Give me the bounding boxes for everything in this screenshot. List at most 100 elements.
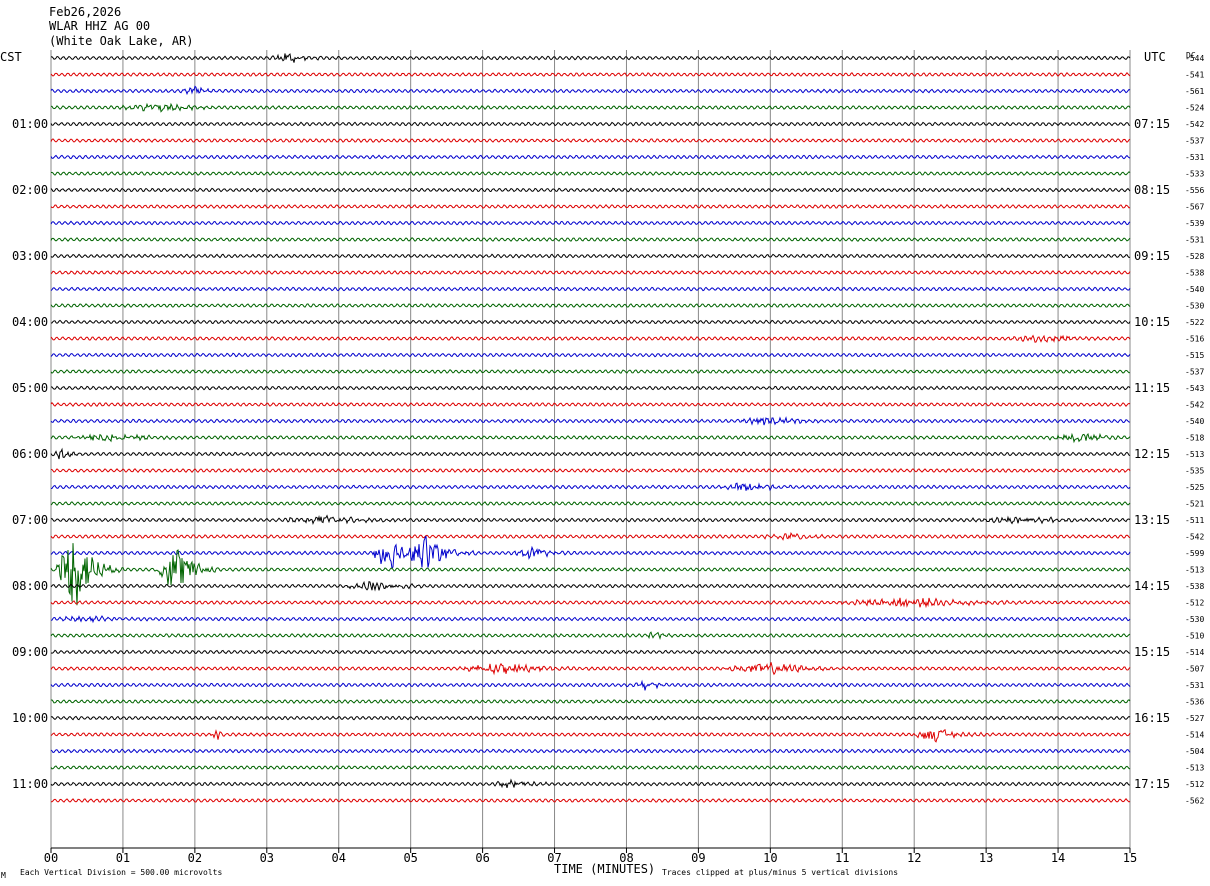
- x-tick-label: 02: [188, 851, 202, 865]
- trace-line: [50, 715, 1131, 721]
- x-tick-label: 11: [835, 851, 849, 865]
- dc-offset-label: -527: [1185, 714, 1204, 723]
- x-axis: 00 01 02 03 04 05 06 07 08 09 10 11 12 13 14 15: [44, 847, 1137, 865]
- left-hour-label: 07:00: [12, 513, 48, 527]
- left-hour-label: 05:00: [12, 381, 48, 395]
- trace-line: [50, 385, 1131, 391]
- dc-offset-label: -556: [1185, 186, 1204, 195]
- dc-offset-label: -542: [1185, 533, 1204, 542]
- dc-offset-label: -528: [1185, 252, 1204, 261]
- dc-offset-label: -541: [1185, 71, 1204, 80]
- footer-clip-note: Traces clipped at plus/minus 5 vertical …: [662, 868, 898, 877]
- x-tick-label: 05: [403, 851, 417, 865]
- trace-line: [50, 514, 1131, 525]
- x-tick-label: 10: [763, 851, 777, 865]
- right-hour-label: 10:15: [1134, 315, 1170, 329]
- dc-offset-label: -542: [1185, 120, 1204, 129]
- dc-offset-label: -515: [1185, 351, 1204, 360]
- dc-offset-label: -544: [1185, 54, 1204, 63]
- dc-offset-label: -530: [1185, 302, 1204, 311]
- dc-offset-label: -535: [1185, 467, 1204, 476]
- dc-offset-label: -514: [1185, 731, 1204, 740]
- trace-line: [50, 369, 1131, 374]
- trace-line: [50, 154, 1131, 160]
- trace-line: [50, 535, 1131, 570]
- trace-line: [50, 138, 1131, 143]
- dc-offset-label: -531: [1185, 236, 1204, 245]
- header-location: (White Oak Lake, AR): [49, 34, 194, 48]
- dc-offset-label: -513: [1185, 764, 1204, 773]
- dc-offset-label: -543: [1185, 384, 1204, 393]
- dc-offset-label: -540: [1185, 285, 1204, 294]
- dc-label: DC: [1186, 51, 1196, 60]
- right-hour-label: 12:15: [1134, 447, 1170, 461]
- x-tick-label: 00: [44, 851, 58, 865]
- x-tick-label: 07: [547, 851, 561, 865]
- right-hour-label: 15:15: [1134, 645, 1170, 659]
- dc-offset-label: -533: [1185, 170, 1204, 179]
- dc-offset-label: -522: [1185, 318, 1204, 327]
- trace-line: [50, 121, 1131, 127]
- dc-offset-label: -567: [1185, 203, 1204, 212]
- right-hour-label: 11:15: [1134, 381, 1170, 395]
- trace-line: [50, 53, 1131, 63]
- x-tick-label: 01: [116, 851, 130, 865]
- footer-vertical-division: Each Vertical Division = 500.00 microvol…: [20, 868, 222, 877]
- trace-line: [50, 748, 1131, 754]
- dc-offset-label: -531: [1185, 153, 1204, 162]
- trace-line: [50, 402, 1131, 407]
- dc-offset-label: -518: [1185, 434, 1204, 443]
- x-tick-label: 13: [979, 851, 993, 865]
- trace-line: [50, 416, 1131, 426]
- trace-line: [50, 187, 1131, 193]
- left-hour-label: 10:00: [12, 711, 48, 725]
- x-axis-title: TIME (MINUTES): [554, 862, 655, 876]
- right-hour-label: 17:15: [1134, 777, 1170, 791]
- trace-line: [50, 699, 1131, 704]
- right-hour-label: 09:15: [1134, 249, 1170, 263]
- dc-offset-label: -531: [1185, 681, 1204, 690]
- dc-offset-label: -530: [1185, 615, 1204, 624]
- trace-line: [50, 615, 1131, 624]
- trace-line: [50, 597, 1131, 609]
- left-hour-label: 04:00: [12, 315, 48, 329]
- left-hour-label: 09:00: [12, 645, 48, 659]
- left-hour-label: 02:00: [12, 183, 48, 197]
- trace-line: [50, 468, 1131, 473]
- dc-offset-label: -525: [1185, 483, 1204, 492]
- left-hour-labels: 01:00 02:00 03:00 04:00 05:00 06:00 07:00 08:00…: [12, 117, 48, 791]
- trace-line: [50, 679, 1131, 691]
- trace-line: [50, 220, 1131, 226]
- trace-line: [50, 543, 1131, 606]
- trace-line: [50, 102, 1131, 113]
- right-hour-label: 14:15: [1134, 579, 1170, 593]
- dc-offset-label: -536: [1185, 698, 1204, 707]
- right-hour-label: 08:15: [1134, 183, 1170, 197]
- dc-offset-label: -599: [1185, 549, 1204, 558]
- trace-line: [50, 778, 1131, 789]
- trace-line: [50, 334, 1131, 343]
- right-hour-label: 16:15: [1134, 711, 1170, 725]
- trace-line: [50, 501, 1131, 506]
- right-hour-label: 07:15: [1134, 117, 1170, 131]
- trace-line: [50, 72, 1131, 77]
- trace-line: [50, 204, 1131, 209]
- trace-line: [50, 765, 1131, 770]
- right-hour-label: 13:15: [1134, 513, 1170, 527]
- x-tick-label: 08: [619, 851, 633, 865]
- trace-line: [50, 432, 1131, 444]
- trace-line: [51, 798, 1131, 803]
- trace-line: [50, 286, 1131, 292]
- trace-line: [50, 253, 1131, 259]
- dc-offset-label: -512: [1185, 780, 1204, 789]
- dc-offset-label: -539: [1185, 219, 1204, 228]
- trace-line: [50, 447, 1131, 460]
- trace-line: [50, 649, 1130, 655]
- dc-offset-label: -507: [1185, 665, 1204, 674]
- x-tick-label: 04: [332, 851, 346, 865]
- dc-offset-label: -540: [1185, 417, 1204, 426]
- right-hour-labels: 07:15 08:15 09:15 10:15 11:15 12:15 13:15 14:15…: [1134, 117, 1170, 791]
- trace-line: [50, 85, 1131, 96]
- left-timezone-label: CST: [0, 50, 22, 64]
